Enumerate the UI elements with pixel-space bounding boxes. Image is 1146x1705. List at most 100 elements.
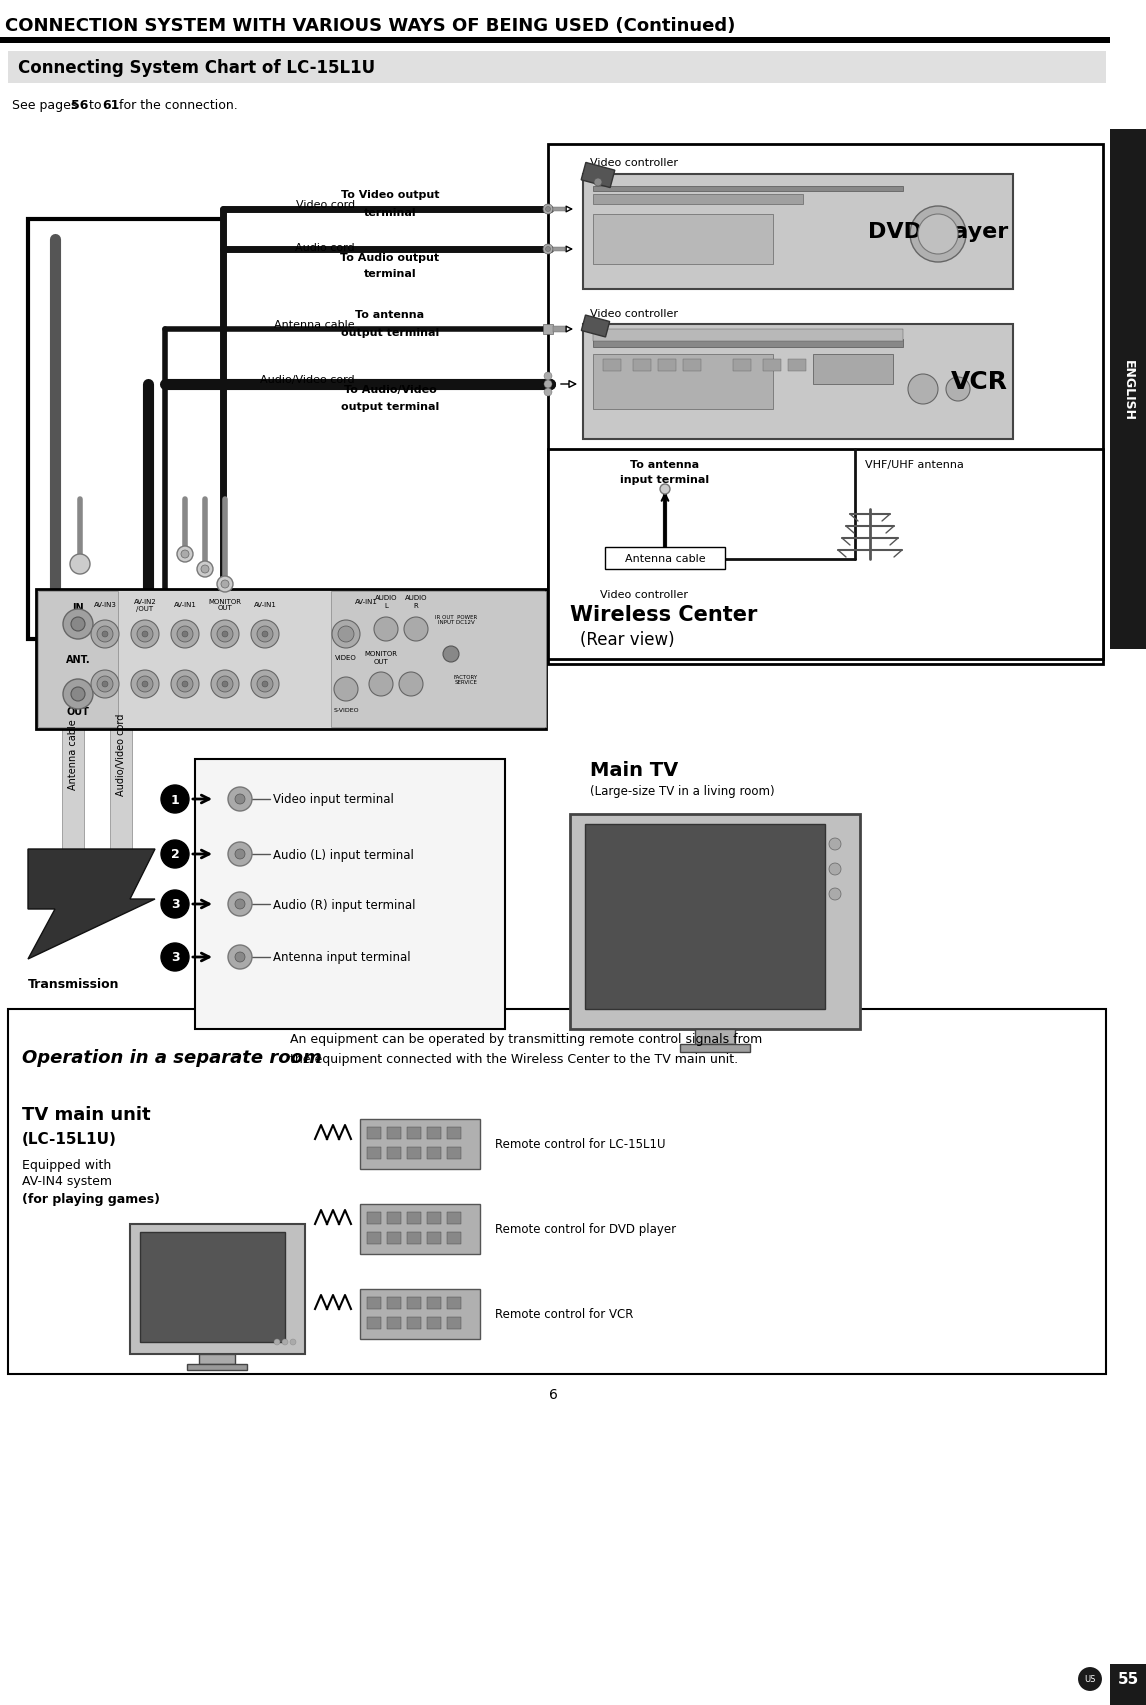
Bar	[8, 51, 1106, 84]
Circle shape	[235, 953, 245, 962]
Text: ENGLISH: ENGLISH	[1122, 360, 1135, 419]
Bar	[447, 1147, 461, 1159]
Text: 3: 3	[171, 899, 179, 910]
Text: Transmission: Transmission	[28, 979, 119, 991]
Text: ANT.: ANT.	[65, 655, 91, 665]
Circle shape	[369, 672, 393, 697]
Bar	[592, 215, 774, 264]
Circle shape	[290, 1338, 296, 1345]
Bar	[387, 1318, 401, 1330]
Bar	[331, 592, 545, 728]
Bar	[788, 360, 806, 372]
Bar	[1110, 1664, 1146, 1705]
Circle shape	[262, 682, 268, 687]
Circle shape	[176, 677, 193, 692]
Text: Remote control for LC-15L1U: Remote control for LC-15L1U	[495, 1137, 666, 1151]
Circle shape	[138, 627, 154, 643]
Bar	[554, 327, 567, 332]
Circle shape	[945, 379, 970, 402]
Text: AV-IN4 system: AV-IN4 system	[22, 1175, 112, 1188]
Circle shape	[1077, 1666, 1102, 1691]
Bar	[0, 38, 1110, 44]
Text: Video controller: Video controller	[590, 159, 678, 167]
Text: Video controller: Video controller	[590, 309, 678, 319]
Circle shape	[138, 677, 154, 692]
Bar	[360, 1204, 480, 1255]
Bar	[427, 1147, 441, 1159]
Text: Equipped with: Equipped with	[22, 1158, 111, 1171]
Circle shape	[171, 670, 199, 699]
Bar	[447, 1127, 461, 1139]
Bar	[427, 1127, 441, 1139]
Bar	[554, 247, 565, 252]
Bar	[570, 815, 860, 1030]
Text: output terminal: output terminal	[340, 327, 439, 338]
Bar	[592, 329, 903, 341]
Bar	[683, 360, 701, 372]
Bar	[427, 1298, 441, 1309]
Bar	[110, 639, 132, 870]
Text: MONITOR
OUT: MONITOR OUT	[364, 651, 398, 665]
Circle shape	[160, 943, 189, 972]
Circle shape	[97, 677, 113, 692]
Text: MONITOR
OUT: MONITOR OUT	[209, 598, 242, 610]
Bar	[1110, 130, 1146, 650]
Bar	[447, 1318, 461, 1330]
Bar	[387, 1127, 401, 1139]
Text: Video input terminal: Video input terminal	[273, 793, 394, 806]
Text: the equipment connected with the Wireless Center to the TV main unit.: the equipment connected with the Wireles…	[290, 1054, 738, 1066]
Circle shape	[217, 677, 233, 692]
Circle shape	[235, 795, 245, 805]
Text: Antenna cable: Antenna cable	[625, 554, 705, 564]
Bar	[387, 1298, 401, 1309]
Circle shape	[142, 631, 148, 638]
Circle shape	[97, 627, 113, 643]
Bar	[447, 1298, 461, 1309]
Bar	[28, 220, 223, 639]
Circle shape	[217, 576, 233, 593]
Circle shape	[660, 484, 670, 494]
Circle shape	[221, 581, 229, 588]
Circle shape	[338, 627, 354, 643]
Circle shape	[70, 554, 91, 575]
Text: OUT: OUT	[66, 706, 89, 716]
Bar	[367, 1233, 380, 1245]
Text: Remote control for VCR: Remote control for VCR	[495, 1308, 634, 1321]
Text: (for playing games): (for playing games)	[22, 1194, 160, 1205]
Circle shape	[262, 631, 268, 638]
Text: An equipment can be operated by transmitting remote control signals from: An equipment can be operated by transmit…	[290, 1033, 762, 1045]
Text: Antenna input terminal: Antenna input terminal	[273, 951, 410, 963]
Circle shape	[71, 687, 85, 701]
Text: Main TV: Main TV	[590, 760, 678, 779]
Text: 56: 56	[71, 99, 88, 111]
Text: input terminal: input terminal	[620, 474, 709, 484]
Circle shape	[182, 682, 188, 687]
Text: Antenna cable: Antenna cable	[68, 720, 78, 789]
Text: S-VIDEO: S-VIDEO	[333, 708, 359, 713]
Circle shape	[251, 621, 278, 648]
Circle shape	[160, 890, 189, 919]
Bar	[367, 1298, 380, 1309]
Text: VHF/UHF antenna: VHF/UHF antenna	[865, 460, 964, 469]
Bar	[813, 355, 893, 385]
Text: Audio/Video cord: Audio/Video cord	[260, 375, 355, 385]
Text: IN: IN	[72, 602, 84, 612]
Bar	[427, 1233, 441, 1245]
Circle shape	[405, 617, 427, 641]
Bar	[633, 360, 651, 372]
Text: Video controller: Video controller	[601, 590, 688, 600]
Circle shape	[63, 680, 93, 709]
Text: To Audio/Video: To Audio/Video	[344, 385, 437, 396]
Bar	[387, 1212, 401, 1224]
Circle shape	[251, 670, 278, 699]
Circle shape	[182, 631, 188, 638]
Circle shape	[217, 627, 233, 643]
Bar	[195, 759, 505, 1030]
Circle shape	[545, 208, 550, 213]
Bar	[199, 1354, 235, 1364]
Circle shape	[228, 842, 252, 866]
Circle shape	[222, 682, 228, 687]
Circle shape	[594, 179, 602, 188]
Text: Audio cord: Audio cord	[296, 242, 355, 252]
Bar	[38, 592, 118, 728]
